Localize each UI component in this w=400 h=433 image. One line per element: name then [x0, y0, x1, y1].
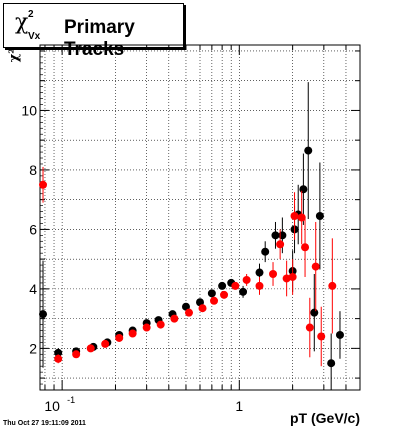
data-point-red: [39, 180, 48, 189]
data-point-black: [261, 247, 270, 256]
x-tick-label: 10: [44, 398, 60, 414]
chart-title: Primary Tracks: [64, 17, 135, 60]
data-point-red: [305, 323, 314, 332]
data-point-red: [269, 270, 278, 279]
data-point-red: [170, 314, 179, 323]
data-point-red: [142, 323, 151, 332]
data-point-black: [239, 287, 248, 296]
data-point-black: [207, 289, 216, 298]
timestamp: Thu Oct 27 19:11:09 2011: [3, 420, 86, 427]
data-point-red: [301, 243, 310, 252]
data-point-black: [304, 146, 313, 155]
data-point-red: [231, 281, 240, 290]
title-superscript: 2: [28, 9, 34, 20]
data-point-black: [54, 348, 63, 357]
data-point-black: [299, 185, 308, 194]
data-point-red: [156, 320, 165, 329]
y-tick-label: 10: [21, 102, 37, 118]
data-point-red: [220, 290, 229, 299]
data-point-red: [328, 281, 337, 290]
data-point-black: [310, 308, 319, 317]
data-point-red: [276, 240, 285, 249]
data-point-black: [315, 212, 324, 221]
data-point-red: [101, 339, 110, 348]
data-point-red: [54, 354, 63, 363]
data-point-black: [255, 268, 264, 277]
data-point-black: [39, 310, 48, 319]
data-point-black: [335, 330, 344, 339]
data-point-black: [327, 359, 336, 368]
data-point-red: [115, 333, 124, 342]
data-point-red: [255, 281, 264, 290]
x-tick-label: 1: [235, 398, 243, 414]
data-point-red: [311, 262, 320, 271]
data-point-red: [282, 274, 291, 283]
title-subscript: Vx: [28, 31, 41, 42]
data-point-red: [297, 213, 306, 222]
data-point-red: [128, 329, 137, 338]
x-axis-label: pT (GeV/c): [290, 410, 360, 426]
y-tick-label: 4: [29, 281, 37, 297]
data-point-red: [210, 296, 219, 305]
y-axis-label: χ²: [7, 48, 22, 62]
data-point-black: [181, 302, 190, 311]
data-point-red: [242, 275, 251, 284]
data-point-red: [290, 212, 299, 221]
data-point-red: [86, 344, 95, 353]
y-tick-label: 8: [29, 162, 37, 178]
data-point-red: [184, 308, 193, 317]
x-tick-label-exponent: -1: [67, 395, 75, 405]
data-point-red: [317, 332, 326, 341]
title-symbol: χ: [15, 10, 29, 35]
data-point-black: [271, 231, 280, 240]
data-point-red: [72, 350, 81, 359]
title-box: χ 2 Vx Primary Tracks: [3, 3, 184, 60]
data-point-black: [278, 231, 287, 240]
data-point-black: [218, 281, 227, 290]
y-tick-label: 2: [29, 340, 37, 356]
data-point-red: [198, 304, 207, 313]
y-tick-label: 6: [29, 221, 37, 237]
data-point-red: [288, 272, 297, 281]
